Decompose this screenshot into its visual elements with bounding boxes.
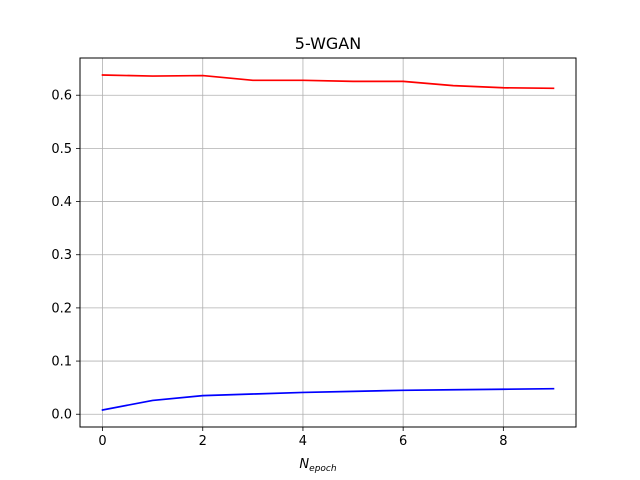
y-tick-label: 0.5 [51, 142, 72, 157]
x-axis-label-main: N [299, 457, 309, 472]
series-line-1 [101, 74, 555, 90]
y-tick-label: 0.4 [51, 195, 72, 210]
x-tick-label: 6 [399, 434, 407, 449]
series-line-2 [101, 387, 555, 411]
x-axis: 0 2 4 6 8 [98, 427, 507, 449]
x-tick-label: 8 [499, 434, 507, 449]
series-layer [101, 74, 555, 411]
x-axis-label: Nepoch [299, 457, 336, 474]
x-tick-label: 2 [199, 434, 207, 449]
chart-title: 5-WGAN [295, 34, 361, 53]
grid [80, 58, 576, 427]
y-tick-label: 0.3 [51, 248, 72, 263]
y-tick-label: 0.1 [51, 355, 72, 370]
y-axis: 0.0 0.1 0.2 0.3 0.4 0.5 0.6 [51, 89, 80, 423]
y-tick-label: 0.0 [51, 408, 72, 423]
x-tick-label: 0 [98, 434, 106, 449]
y-tick-label: 0.6 [51, 89, 72, 104]
x-axis-label-subscript: epoch [309, 464, 337, 474]
x-tick-label: 4 [299, 434, 307, 449]
y-tick-label: 0.2 [51, 301, 72, 316]
plot-frame [79, 57, 577, 428]
